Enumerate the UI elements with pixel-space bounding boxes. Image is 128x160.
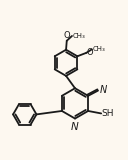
Text: O: O bbox=[63, 31, 70, 40]
Text: SH: SH bbox=[102, 109, 114, 118]
Text: N: N bbox=[100, 85, 107, 95]
Text: CH₃: CH₃ bbox=[93, 46, 105, 52]
Text: CH₃: CH₃ bbox=[73, 33, 86, 39]
Text: O: O bbox=[87, 48, 94, 57]
Text: N: N bbox=[71, 122, 79, 132]
